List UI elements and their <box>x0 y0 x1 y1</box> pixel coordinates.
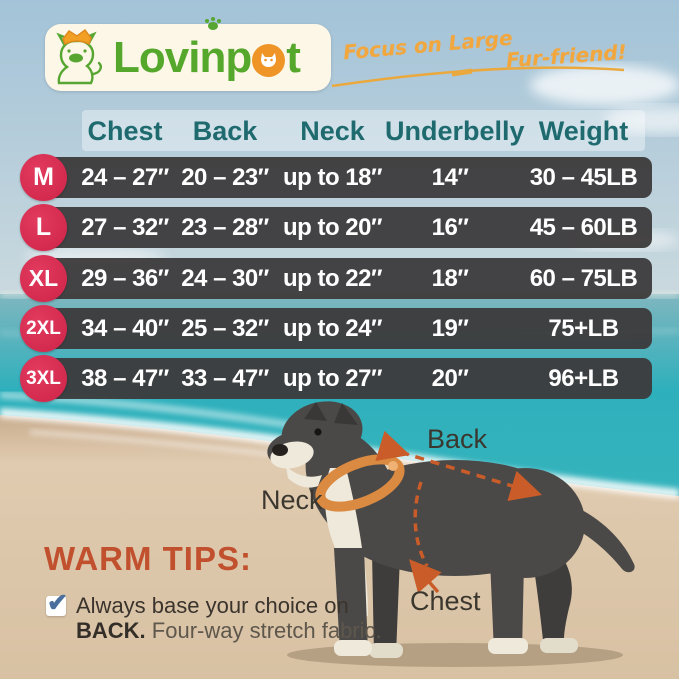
chest-arrow <box>409 559 442 594</box>
cell-underbelly: 19″ <box>431 315 469 342</box>
cat-face-icon <box>252 44 286 77</box>
column-header-chest: Chest <box>87 116 163 146</box>
checkbox: ✔ <box>46 589 68 617</box>
cell-chest: 24 – 27″ <box>81 164 169 191</box>
size-row-l: L 27 – 32″ 23 – 28″ up to 20″ 16″ 45 – 6… <box>20 204 652 251</box>
size-badge: XL <box>20 255 67 302</box>
cell-underbelly: 18″ <box>431 265 469 292</box>
cat-mascot-icon <box>56 28 102 84</box>
cell-weight: 30 – 45LB <box>529 164 638 191</box>
warm-tips-heading: WARM TIPS: <box>44 540 252 577</box>
cell-neck: up to 18″ <box>283 164 383 191</box>
cell-weight: 96+LB <box>548 365 619 392</box>
brand-logo: Lovinp t <box>45 17 331 91</box>
column-header-underbelly: Underbelly <box>385 116 525 146</box>
size-row-3xl: 3XL 38 – 47″ 33 – 47″ up to 27″ 20″ 96+L… <box>20 355 652 402</box>
size-badge: 2XL <box>20 305 67 352</box>
tip-text-back: BACK. <box>76 618 146 643</box>
crown-icon <box>62 28 92 45</box>
table-header-band <box>82 110 645 151</box>
neck-label: Neck <box>261 485 323 515</box>
cell-underbelly: 20″ <box>431 365 469 392</box>
tip-text-fabric: Four-way stretch fabric. <box>145 618 382 643</box>
size-table-header: Chest Back Neck Underbelly Weight <box>30 111 652 151</box>
size-badge: 3XL <box>20 355 67 402</box>
brand-text-left: Lovinp <box>113 32 252 82</box>
cloud <box>605 106 679 134</box>
cell-neck: up to 24″ <box>283 315 383 342</box>
cell-chest: 34 – 40″ <box>81 315 169 342</box>
slogan-underline <box>331 66 625 88</box>
size-row-m: M 24 – 27″ 20 – 23″ up to 18″ 14″ 30 – 4… <box>20 154 652 201</box>
cell-weight: 45 – 60LB <box>529 214 638 241</box>
size-row-xl: XL 29 – 36″ 24 – 30″ up to 22″ 18″ 60 – … <box>20 255 652 302</box>
chest-measure-line <box>413 481 429 567</box>
brand-text-right: t <box>286 32 301 82</box>
size-badge: L <box>20 204 67 251</box>
cell-underbelly: 14″ <box>431 164 469 191</box>
measurement-lines <box>375 430 543 594</box>
cell-neck: up to 27″ <box>283 365 383 392</box>
cell-back: 23 – 28″ <box>181 214 269 241</box>
chest-label: Chest <box>410 586 481 616</box>
cell-weight: 60 – 75LB <box>529 265 638 292</box>
checkmark-icon: ✔ <box>47 589 68 617</box>
tip-text-line2: BACK. Four-way stretch fabric. <box>76 618 382 644</box>
back-label: Back <box>427 424 488 454</box>
cell-chest: 29 – 36″ <box>81 265 169 292</box>
back-measure-line <box>375 430 543 501</box>
cell-back: 24 – 30″ <box>181 265 269 292</box>
cell-neck: up to 20″ <box>283 214 383 241</box>
column-header-neck: Neck <box>300 116 365 146</box>
brand-name: Lovinp t <box>113 17 301 82</box>
cell-neck: up to 22″ <box>283 265 383 292</box>
cell-back: 25 – 32″ <box>181 315 269 342</box>
cell-weight: 75+LB <box>548 315 619 342</box>
cloud <box>530 65 679 105</box>
tip-text-line1: Always base your choice on <box>76 593 349 618</box>
paw-print-icon <box>205 17 221 30</box>
cell-underbelly: 16″ <box>431 214 469 241</box>
size-row-2xl: 2XL 34 – 40″ 25 – 32″ up to 24″ 19″ 75+L… <box>20 305 652 352</box>
size-badge: M <box>20 154 67 201</box>
column-header-weight: Weight <box>538 116 629 146</box>
cell-chest: 27 – 32″ <box>81 214 169 241</box>
cell-back: 20 – 23″ <box>181 164 269 191</box>
cell-chest: 38 – 47″ <box>81 365 169 392</box>
cell-back: 33 – 47″ <box>181 365 269 392</box>
column-header-back: Back <box>192 116 258 146</box>
